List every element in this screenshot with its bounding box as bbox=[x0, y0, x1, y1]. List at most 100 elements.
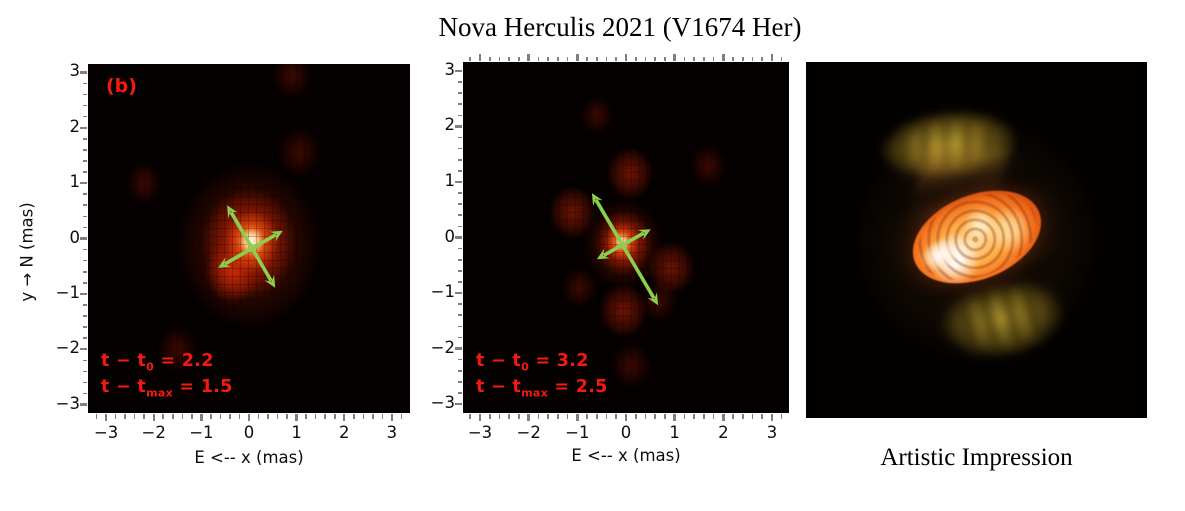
x-top-minor-tick bbox=[518, 56, 520, 61]
x-minor-tick bbox=[114, 414, 117, 419]
annotation-t0-left: t − t0 = 2.2 bbox=[101, 351, 214, 374]
y-minor-tick bbox=[457, 92, 462, 94]
y-major-tick bbox=[80, 126, 87, 129]
x-tick-label: −2 bbox=[516, 423, 541, 442]
y-minor-tick bbox=[457, 214, 462, 217]
y-minor-tick bbox=[82, 149, 87, 151]
left-plot-area: (b) t − t0 = 2.2 t − tmax = 1.5 bbox=[88, 64, 410, 413]
emission-blob bbox=[684, 137, 734, 194]
x-minor-tick bbox=[191, 414, 193, 419]
y-tick-label: 2 bbox=[444, 115, 456, 135]
y-major-tick bbox=[80, 181, 87, 185]
x-major-tick bbox=[343, 414, 346, 421]
x-top-minor-tick bbox=[780, 56, 783, 61]
x-tick-label: −3 bbox=[93, 423, 119, 442]
x-minor-tick bbox=[210, 414, 212, 419]
x-minor-tick bbox=[238, 414, 241, 419]
y-tick-label: 0 bbox=[444, 226, 456, 246]
x-minor-tick bbox=[372, 414, 374, 419]
x-minor-tick bbox=[732, 414, 734, 419]
emission-blob bbox=[600, 140, 660, 207]
y-minor-tick bbox=[457, 314, 462, 317]
y-minor-tick bbox=[82, 315, 87, 317]
x-major-tick bbox=[478, 414, 482, 421]
x-minor-tick bbox=[615, 414, 618, 419]
x-minor-tick bbox=[557, 414, 559, 419]
y-minor-tick bbox=[82, 248, 87, 251]
y-minor-tick bbox=[457, 369, 462, 372]
x-minor-tick bbox=[314, 414, 317, 419]
y-minor-tick bbox=[457, 270, 462, 272]
x-minor-tick bbox=[780, 414, 783, 419]
x-top-minor-tick bbox=[712, 56, 715, 61]
x-minor-tick bbox=[162, 414, 165, 419]
emission-blob bbox=[543, 179, 602, 246]
x-top-minor-tick bbox=[498, 56, 501, 61]
x-minor-tick bbox=[664, 414, 666, 419]
y-minor-tick bbox=[457, 203, 462, 205]
x-top-minor-tick bbox=[605, 56, 608, 61]
y-minor-tick bbox=[82, 115, 87, 118]
x-tick-label: 1 bbox=[291, 423, 302, 442]
x-top-minor-tick bbox=[469, 56, 472, 61]
y-major-tick bbox=[455, 236, 462, 239]
x-tick-label: 1 bbox=[669, 423, 680, 442]
emission-blob bbox=[151, 318, 204, 380]
y-tick-label: −1 bbox=[55, 282, 80, 302]
x-major-tick bbox=[527, 414, 530, 421]
x-minor-tick bbox=[229, 414, 231, 419]
x-top-minor-tick bbox=[488, 56, 491, 61]
y-tick-label: −2 bbox=[430, 337, 455, 357]
y-minor-tick bbox=[457, 303, 462, 305]
y-minor-tick bbox=[82, 370, 87, 373]
x-minor-tick bbox=[95, 414, 98, 419]
y-minor-tick bbox=[457, 103, 462, 105]
x-minor-tick bbox=[276, 414, 279, 419]
x-major-tick bbox=[295, 414, 298, 421]
y-minor-tick bbox=[82, 270, 87, 273]
x-minor-tick bbox=[124, 414, 126, 419]
y-minor-tick bbox=[82, 337, 87, 339]
x-minor-tick bbox=[352, 414, 355, 419]
y-tick-label: −3 bbox=[430, 393, 455, 413]
x-minor-tick bbox=[362, 414, 365, 419]
y-major-tick bbox=[80, 292, 87, 296]
annotation-tmax-left: t − tmax = 1.5 bbox=[101, 377, 233, 400]
x-tick-label: −1 bbox=[189, 423, 214, 442]
y-minor-tick bbox=[82, 304, 87, 306]
x-minor-tick bbox=[143, 414, 145, 419]
y-tick-label: −2 bbox=[55, 338, 80, 358]
x-minor-tick bbox=[400, 414, 403, 419]
y-minor-tick bbox=[82, 193, 87, 195]
x-top-tick bbox=[673, 54, 676, 61]
x-axis-label-mid: E <-- x (mas) bbox=[571, 446, 681, 465]
y-major-tick bbox=[80, 71, 87, 74]
x-tick-label: 2 bbox=[718, 423, 729, 442]
x-top-tick bbox=[478, 54, 482, 61]
x-minor-tick bbox=[381, 414, 384, 419]
x-minor-tick bbox=[703, 414, 705, 419]
x-minor-tick bbox=[305, 414, 307, 419]
y-tick-label: 1 bbox=[444, 170, 456, 190]
y-major-tick bbox=[80, 237, 87, 240]
artistic-caption: Artistic Impression bbox=[880, 444, 1073, 471]
time-annotations-left: t − t0 = 2.2 t − tmax = 1.5 bbox=[101, 348, 233, 400]
y-minor-tick bbox=[457, 136, 462, 139]
y-axis-label: y → N (mas) bbox=[17, 202, 37, 302]
x-top-tick bbox=[527, 54, 530, 61]
x-major-tick bbox=[247, 414, 251, 421]
emission-blob bbox=[270, 119, 328, 186]
x-major-tick bbox=[624, 414, 628, 421]
x-minor-tick bbox=[181, 414, 184, 419]
x-minor-tick bbox=[605, 414, 608, 419]
x-tick-label: 3 bbox=[386, 423, 398, 442]
x-top-minor-tick bbox=[586, 56, 588, 61]
y-major-tick bbox=[455, 347, 462, 350]
x-minor-tick bbox=[537, 414, 540, 419]
x-minor-tick bbox=[712, 414, 715, 419]
x-minor-tick bbox=[257, 414, 260, 419]
x-minor-tick bbox=[469, 414, 472, 419]
x-top-minor-tick bbox=[557, 56, 559, 61]
x-major-tick bbox=[576, 414, 579, 421]
